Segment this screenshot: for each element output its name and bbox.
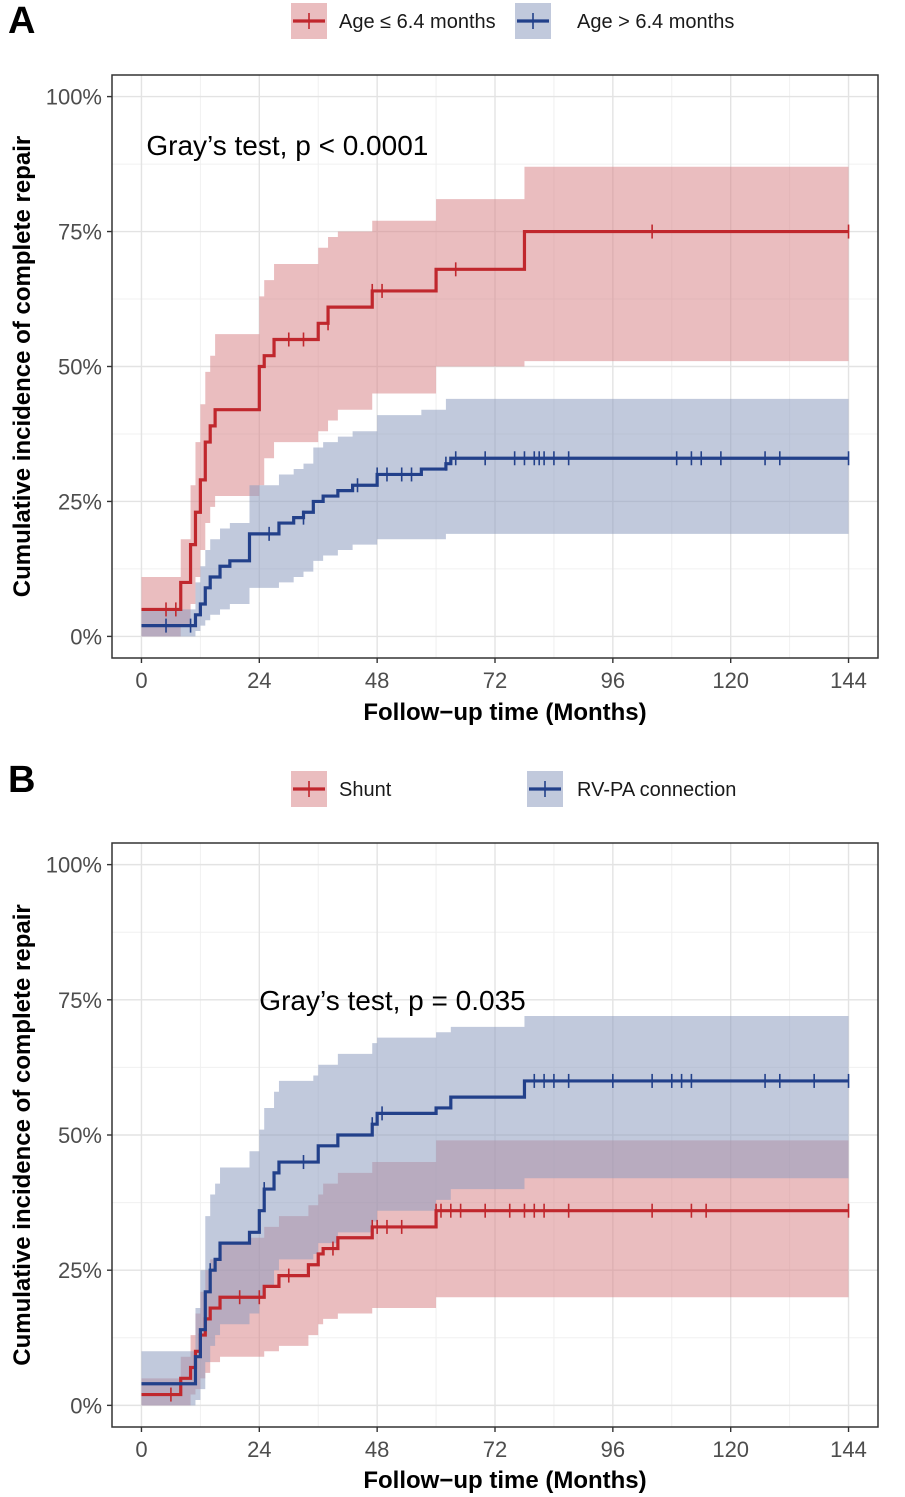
y-axis-title: Cumulative incidence of complete repair xyxy=(9,136,36,597)
ci-band-series-2 xyxy=(141,1016,849,1406)
x-tick-label: 72 xyxy=(483,1437,507,1462)
panel-letter: B xyxy=(8,759,35,801)
y-tick-label: 100% xyxy=(46,853,102,878)
legend-label: Age ≤ 6.4 months xyxy=(339,11,496,33)
x-tick-label: 24 xyxy=(247,1437,271,1462)
x-tick-label: 144 xyxy=(830,1437,867,1462)
y-tick-label: 100% xyxy=(46,85,102,110)
step-line-series-1 xyxy=(141,229,849,612)
x-tick-label: 72 xyxy=(483,668,507,693)
x-axis-title: Follow−up time (Months) xyxy=(363,1467,646,1494)
x-tick-label: 0 xyxy=(135,668,147,693)
panel-letter: A xyxy=(8,0,35,42)
y-tick-label: 0% xyxy=(70,624,102,649)
x-tick-label: 144 xyxy=(830,668,867,693)
legend-item-1: Age ≤ 6.4 months xyxy=(291,3,496,39)
y-axis-title: Cumulative incidence of complete repair xyxy=(9,904,36,1365)
x-tick-label: 48 xyxy=(365,1437,389,1462)
y-tick-label: 50% xyxy=(58,1123,102,1148)
panel-a: A 0 24 48 72 96 120 144 0% 25% 50% 75% 100% Follow−up… xyxy=(8,0,879,726)
x-tick-label: 96 xyxy=(601,1437,625,1462)
y-tick-label: 75% xyxy=(58,220,102,245)
test-annotation: Gray’s test, p = 0.035 xyxy=(259,985,525,1016)
x-axis-title: Follow−up time (Months) xyxy=(363,699,646,726)
x-tick-label: 120 xyxy=(712,1437,749,1462)
y-tick-label: 0% xyxy=(70,1393,102,1418)
legend: Shunt RV-PA connection xyxy=(291,771,736,807)
step-line-series-2 xyxy=(141,1079,849,1386)
y-tick-label: 50% xyxy=(58,355,102,380)
y-tick-label: 75% xyxy=(58,988,102,1013)
x-tick-label: 96 xyxy=(601,668,625,693)
test-annotation: Gray’s test, p < 0.0001 xyxy=(146,130,428,161)
legend-item-2: Age > 6.4 months xyxy=(515,3,734,39)
legend-label: Age > 6.4 months xyxy=(577,11,734,33)
x-tick-label: 24 xyxy=(247,668,271,693)
x-tick-label: 0 xyxy=(135,1437,147,1462)
legend-label: RV-PA connection xyxy=(577,779,736,801)
x-tick-label: 48 xyxy=(365,668,389,693)
ci-band-series-1 xyxy=(141,166,849,637)
legend: Age ≤ 6.4 months Age > 6.4 months xyxy=(291,3,734,39)
y-tick-label: 25% xyxy=(58,489,102,514)
legend-label: Shunt xyxy=(339,779,392,801)
x-tick-label: 120 xyxy=(712,668,749,693)
legend-item-2: RV-PA connection xyxy=(527,771,736,807)
panel-b: B 0 24 48 72 96 120 144 0% 25% 50% 75% 100% Follow−up… xyxy=(8,759,879,1494)
legend-item-1: Shunt xyxy=(291,771,392,807)
y-tick-label: 25% xyxy=(58,1258,102,1283)
